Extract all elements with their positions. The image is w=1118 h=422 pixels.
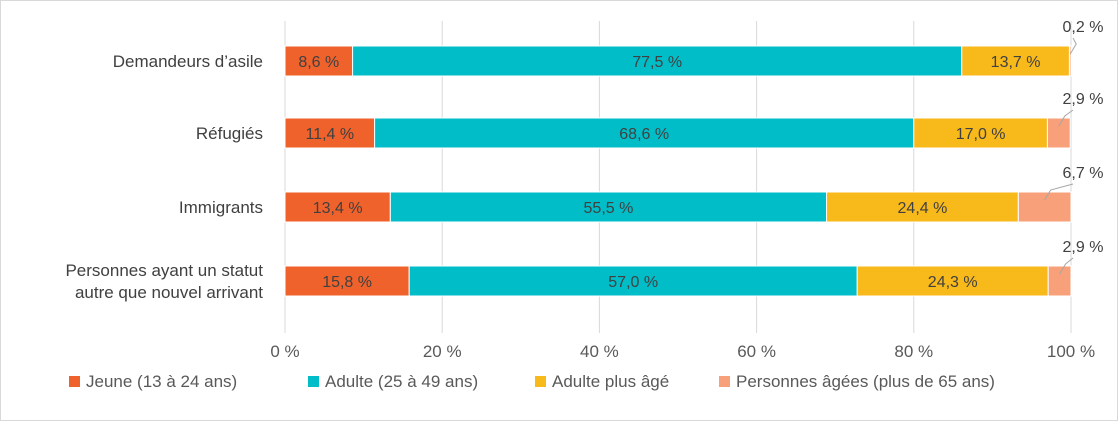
- bar-segment: [374, 117, 915, 149]
- legend-swatch: [69, 376, 80, 387]
- data-label: 68,6 %: [619, 126, 669, 143]
- x-tick-label: 80 %: [894, 342, 933, 361]
- legend-label: Jeune (13 à 24 ans): [86, 372, 237, 391]
- leader-line: [1044, 183, 1074, 201]
- legend-label: Adulte plus âgé: [552, 372, 669, 391]
- data-label: 57,0 %: [608, 274, 658, 291]
- bar-segment: [913, 117, 1048, 149]
- x-tick-label: 0 %: [270, 342, 299, 361]
- category-label: Demandeurs d’asile: [113, 52, 263, 71]
- legend-swatch: [308, 376, 319, 387]
- leader-line: [1059, 257, 1074, 275]
- bars: [284, 45, 1072, 297]
- data-label: 2,9 %: [1063, 239, 1104, 256]
- data-label: 24,4 %: [898, 200, 948, 217]
- bar-segment: [1046, 117, 1071, 149]
- bar-segment: [826, 191, 1019, 223]
- data-label: 13,4 %: [313, 200, 363, 217]
- data-label: 8,6 %: [298, 54, 339, 71]
- legend-label: Personnes âgées (plus de 65 ans): [736, 372, 995, 391]
- category-label: Immigrants: [179, 198, 263, 217]
- data-labels: 8,6 % 77,5 % 13,7 % 0,2 % 11,4 % 68,6 % 17,0 %…: [298, 19, 1103, 291]
- x-tick-label: 20 %: [423, 342, 462, 361]
- category-label: Personnes ayant un statut autre que nouve…: [65, 261, 263, 302]
- data-label: 17,0 %: [956, 126, 1006, 143]
- bar-segment: [284, 117, 376, 149]
- legend-label: Adulte (25 à 49 ans): [325, 372, 478, 391]
- data-label: 15,8 %: [322, 274, 372, 291]
- legend-swatch: [719, 376, 730, 387]
- data-label: 55,5 %: [584, 200, 634, 217]
- bar-segment: [389, 191, 828, 223]
- bar-segment: [1068, 45, 1072, 77]
- bar-segment: [856, 265, 1049, 297]
- bar-segment: [1047, 265, 1072, 297]
- category-label: Réfugiés: [196, 124, 263, 143]
- bar-segment: [284, 45, 354, 77]
- data-label: 24,3 %: [928, 274, 978, 291]
- data-label: 11,4 %: [305, 126, 354, 143]
- bar-segment: [284, 265, 410, 297]
- x-tick-label: 40 %: [580, 342, 619, 361]
- x-tick-label: 100 %: [1047, 342, 1095, 361]
- legend-swatch: [535, 376, 546, 387]
- category-labels: Demandeurs d’asile Réfugiés Immigrants Pers…: [65, 52, 263, 302]
- x-axis-tick-labels: 0 % 20 % 40 % 60 % 80 % 100 %: [270, 342, 1095, 361]
- leader-line: [1058, 109, 1074, 127]
- data-label: 6,7 %: [1063, 165, 1104, 182]
- legend: Jeune (13 à 24 ans) Adulte (25 à 49 ans) A…: [69, 372, 995, 391]
- bar-segment: [1017, 191, 1072, 223]
- data-label: 0,2 %: [1063, 19, 1104, 36]
- leader-line: [1069, 37, 1077, 55]
- x-tick-label: 60 %: [737, 342, 776, 361]
- bar-segment: [284, 191, 391, 223]
- data-label: 77,5 %: [632, 54, 682, 71]
- data-label: 2,9 %: [1063, 91, 1104, 108]
- bar-segment: [408, 265, 858, 297]
- data-label: 13,7 %: [991, 54, 1041, 71]
